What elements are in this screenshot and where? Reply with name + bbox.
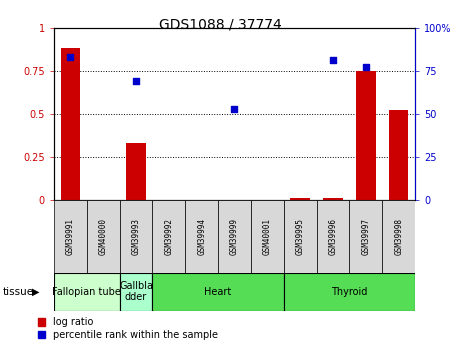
Text: ▶: ▶ bbox=[32, 287, 39, 296]
Text: GSM39994: GSM39994 bbox=[197, 218, 206, 255]
Point bbox=[132, 78, 140, 84]
Bar bbox=[54, 273, 120, 310]
Text: Fallopian tube: Fallopian tube bbox=[53, 287, 121, 296]
Bar bbox=[284, 200, 317, 273]
Point bbox=[231, 106, 238, 111]
Bar bbox=[317, 200, 349, 273]
Bar bbox=[251, 200, 284, 273]
Text: GSM39992: GSM39992 bbox=[164, 218, 174, 255]
Bar bbox=[87, 200, 120, 273]
Bar bbox=[290, 198, 310, 200]
Bar bbox=[218, 200, 251, 273]
Text: GSM39993: GSM39993 bbox=[131, 218, 141, 255]
Bar bbox=[126, 143, 146, 200]
Text: GSM40000: GSM40000 bbox=[98, 218, 108, 255]
Text: Thyroid: Thyroid bbox=[331, 287, 368, 296]
Bar bbox=[152, 273, 284, 310]
Text: Gallbla
dder: Gallbla dder bbox=[119, 281, 153, 302]
Point bbox=[67, 54, 74, 60]
Bar bbox=[120, 200, 152, 273]
Point bbox=[362, 65, 370, 70]
Bar bbox=[284, 273, 415, 310]
Bar bbox=[120, 273, 152, 310]
Text: GDS1088 / 37774: GDS1088 / 37774 bbox=[159, 17, 282, 31]
Bar bbox=[61, 48, 80, 200]
Bar bbox=[185, 200, 218, 273]
Text: tissue: tissue bbox=[2, 287, 33, 296]
Text: GSM39997: GSM39997 bbox=[361, 218, 371, 255]
Bar bbox=[382, 200, 415, 273]
Legend: log ratio, percentile rank within the sample: log ratio, percentile rank within the sa… bbox=[38, 317, 218, 340]
Text: Heart: Heart bbox=[204, 287, 232, 296]
Bar bbox=[152, 200, 185, 273]
Text: GSM39996: GSM39996 bbox=[328, 218, 338, 255]
Text: GSM40001: GSM40001 bbox=[263, 218, 272, 255]
Text: GSM39998: GSM39998 bbox=[394, 218, 403, 255]
Bar bbox=[323, 198, 343, 200]
Text: GSM39999: GSM39999 bbox=[230, 218, 239, 255]
Text: GSM39991: GSM39991 bbox=[66, 218, 75, 255]
Bar bbox=[389, 110, 408, 200]
Point bbox=[329, 58, 337, 63]
Bar bbox=[349, 200, 382, 273]
Bar bbox=[356, 71, 376, 200]
Text: GSM39995: GSM39995 bbox=[295, 218, 305, 255]
Bar bbox=[54, 200, 87, 273]
